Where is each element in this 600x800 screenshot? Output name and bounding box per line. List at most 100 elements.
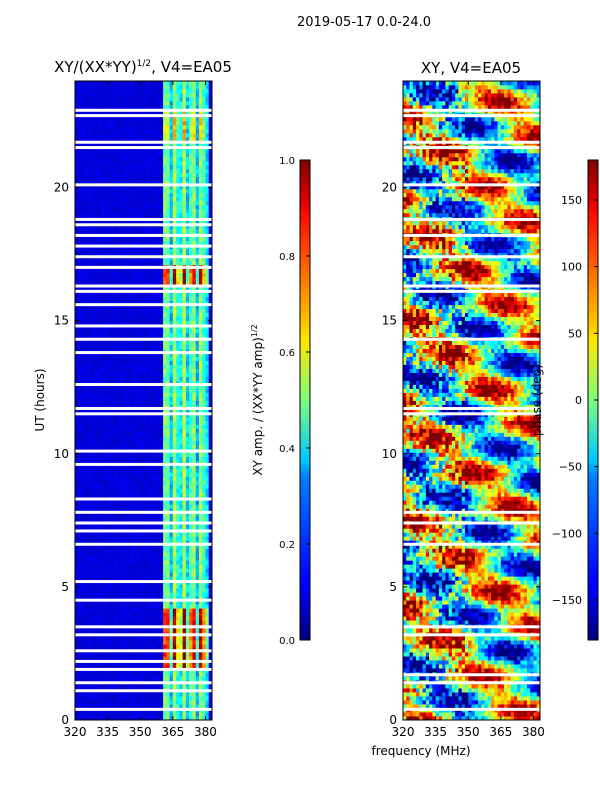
- heatmap-cell: [185, 644, 190, 649]
- heatmap-cell: [101, 300, 105, 306]
- heatmap-cell: [166, 464, 170, 469]
- heatmap-cell: [81, 628, 86, 633]
- heatmap-cell: [163, 432, 167, 437]
- heatmap-cell: [192, 432, 197, 437]
- heatmap-cell: [133, 340, 138, 345]
- heatmap-cell: [153, 700, 157, 705]
- heatmap-cell: [81, 656, 86, 661]
- heatmap-cell: [150, 628, 154, 633]
- heatmap-cell: [88, 328, 92, 333]
- heatmap-cell: [140, 540, 144, 545]
- heatmap-cell: [110, 512, 115, 517]
- heatmap-cell: [208, 340, 213, 345]
- heatmap-cell: [91, 460, 95, 465]
- heatmap-cell: [140, 512, 144, 517]
- heatmap-cell: [198, 628, 203, 633]
- heatmap-cell: [84, 524, 89, 529]
- heatmap-cell: [208, 616, 213, 621]
- heatmap-cell: [94, 544, 99, 549]
- heatmap-cell: [97, 304, 102, 310]
- heatmap-cell: [84, 476, 89, 481]
- heatmap-cell: [114, 704, 118, 709]
- heatmap-cell: [75, 364, 79, 369]
- heatmap-cell: [176, 584, 180, 589]
- heatmap-cell: [143, 568, 148, 573]
- heatmap-cell: [179, 636, 184, 641]
- heatmap-cell: [101, 504, 105, 509]
- heatmap-cell: [166, 584, 170, 589]
- heatmap-cell: [156, 428, 161, 433]
- heatmap-cell: [101, 344, 105, 349]
- heatmap-cell: [101, 296, 105, 302]
- heatmap-cell: [133, 616, 138, 621]
- heatmap-cell: [94, 296, 99, 302]
- heatmap-cell: [104, 388, 109, 393]
- heatmap-cell: [163, 544, 167, 549]
- heatmap-cell: [195, 508, 200, 513]
- heatmap-cell: [81, 600, 86, 605]
- heatmap-cell: [127, 492, 131, 497]
- heatmap-cell: [107, 592, 112, 597]
- heatmap-cell: [133, 384, 138, 389]
- heatmap-cell: [150, 340, 154, 345]
- heatmap-cell: [127, 260, 131, 266]
- heatmap-cell: [195, 424, 200, 429]
- heatmap-cell: [179, 532, 184, 537]
- heatmap-cell: [117, 508, 122, 513]
- heatmap-cell: [172, 700, 177, 705]
- heatmap-cell: [163, 272, 167, 278]
- heatmap-cell: [163, 604, 167, 609]
- heatmap-cell: [163, 568, 167, 573]
- heatmap-cell: [163, 672, 167, 677]
- heatmap-cell: [140, 508, 144, 513]
- heatmap-cell: [117, 460, 122, 465]
- heatmap-cell: [146, 464, 151, 469]
- heatmap-cell: [101, 544, 105, 549]
- heatmap-cell: [133, 272, 138, 278]
- heatmap-cell: [150, 248, 154, 254]
- heatmap-cell: [189, 516, 193, 521]
- heatmap-cell: [88, 700, 92, 705]
- heatmap-cell: [136, 380, 141, 385]
- heatmap-cell: [88, 640, 92, 645]
- heatmap-cell: [94, 436, 99, 441]
- heatmap-cell: [123, 548, 128, 553]
- heatmap-cell: [182, 388, 187, 393]
- heatmap-cell: [153, 592, 157, 597]
- heatmap-cell: [133, 640, 138, 645]
- heatmap-cell: [104, 320, 109, 326]
- heatmap-cell: [150, 656, 154, 661]
- heatmap-cell: [110, 608, 115, 613]
- heatmap-cell: [130, 368, 135, 373]
- heatmap-cell: [104, 392, 109, 397]
- heatmap-cell: [110, 296, 115, 302]
- heatmap-cell: [195, 404, 200, 409]
- heatmap-cell: [163, 280, 167, 286]
- heatmap-cell: [136, 392, 141, 397]
- heatmap-cell: [117, 716, 122, 721]
- heatmap-cell: [169, 300, 174, 306]
- heatmap-cell: [130, 316, 135, 322]
- heatmap-cell: [159, 704, 164, 709]
- heatmap-cell: [120, 516, 125, 521]
- heatmap-cell: [150, 388, 154, 393]
- heatmap-cell: [169, 444, 174, 449]
- heatmap-cell: [107, 276, 112, 282]
- heatmap-cell: [198, 280, 203, 286]
- heatmap-cell: [163, 640, 167, 645]
- heatmap-cell: [84, 656, 89, 661]
- heatmap-cell: [97, 396, 102, 401]
- heatmap-cell: [130, 344, 135, 349]
- heatmap-cell: [104, 644, 109, 649]
- heatmap-cell: [81, 664, 86, 669]
- heatmap-cell: [146, 360, 151, 365]
- heatmap-cell: [107, 532, 112, 537]
- heatmap-cell: [127, 644, 131, 649]
- heatmap-cell: [169, 260, 174, 266]
- heatmap-cell: [136, 424, 141, 429]
- heatmap-cell: [143, 636, 148, 641]
- heatmap-cell: [202, 344, 206, 349]
- heatmap-cell: [75, 380, 79, 385]
- heatmap-cell: [169, 364, 174, 369]
- heatmap-cell: [163, 564, 167, 569]
